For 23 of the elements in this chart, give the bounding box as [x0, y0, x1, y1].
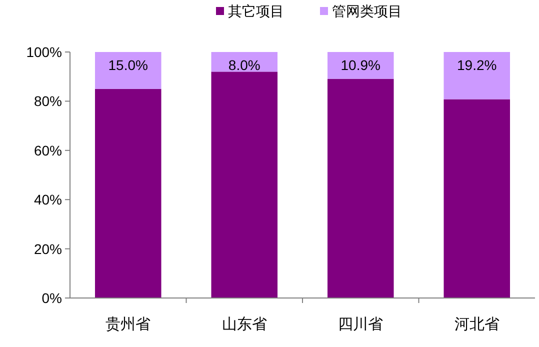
- data-label: 8.0%: [228, 57, 260, 73]
- data-label: 19.2%: [457, 57, 497, 73]
- x-tick-label: 山东省: [222, 316, 267, 333]
- bar: [327, 78, 394, 298]
- x-tick-label: 河北省: [454, 316, 500, 333]
- legend-label: 管网类项目: [332, 3, 402, 19]
- x-tick-label: 贵州省: [106, 316, 151, 333]
- data-label: 15.0%: [108, 57, 148, 73]
- bar: [211, 72, 278, 298]
- y-tick-label: 0%: [42, 290, 62, 306]
- y-tick-label: 20%: [34, 240, 62, 257]
- data-label: 10.9%: [340, 57, 380, 73]
- y-tick-label: 100%: [26, 44, 62, 60]
- y-tick-label: 60%: [34, 142, 62, 158]
- bar: [327, 52, 394, 79]
- bar: [444, 52, 510, 100]
- legend-label: 其它项目: [228, 3, 284, 19]
- bar: [94, 88, 162, 298]
- x-tick-label: 四川省: [338, 316, 384, 333]
- y-tick-label: 80%: [34, 93, 62, 110]
- y-tick-label: 40%: [34, 192, 62, 208]
- bar: [94, 52, 162, 89]
- bar: [444, 99, 510, 298]
